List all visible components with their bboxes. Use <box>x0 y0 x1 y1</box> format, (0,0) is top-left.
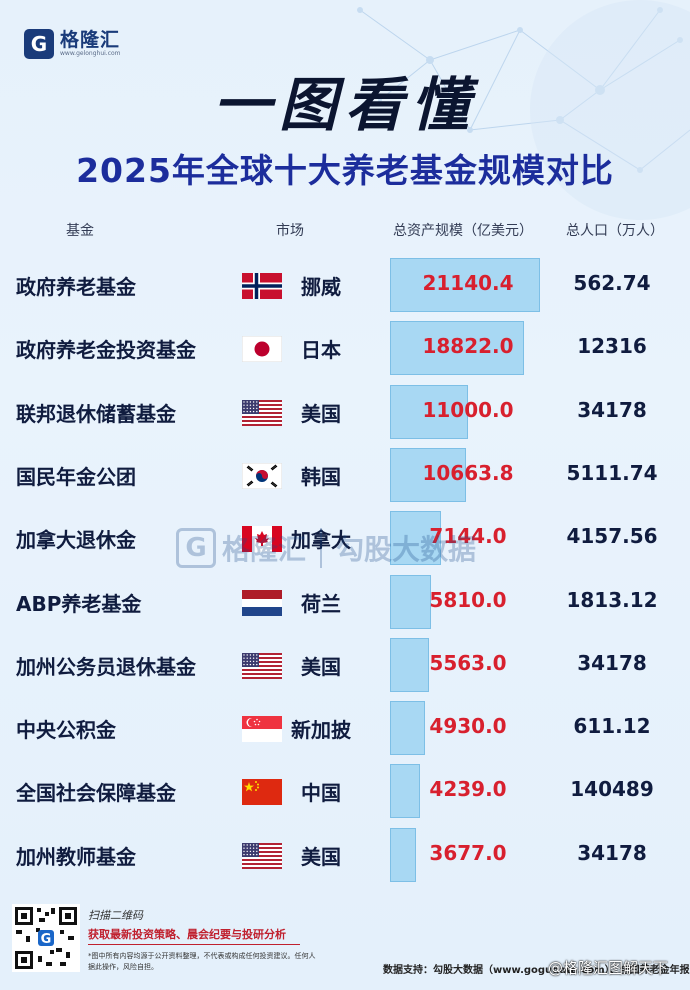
market-name: 日本 <box>301 338 341 363</box>
qr-code-icon: G <box>12 904 80 972</box>
asset-value: 21140.4 <box>422 271 514 295</box>
brand-logo-icon: G <box>24 29 54 59</box>
asset-bar <box>390 321 524 376</box>
chart-title: 2025年全球十大养老基金规模对比 <box>76 151 614 190</box>
disclaimer: *图中所有内容均源于公开资料整理，不代表或构成任何投资建议。任何人据此操作，风险… <box>88 952 316 971</box>
table-row: 国民年金公团 韩国 10663.8 5111.74 <box>0 446 690 506</box>
asset-value: 5563.0 <box>429 650 507 675</box>
table-row: 加州公务员退休基金 美国 5563.0 34178 <box>0 636 690 696</box>
asset-bar <box>390 764 421 819</box>
market-name: 加拿大 <box>284 524 358 553</box>
column-header-population: 总人口（万人） <box>566 223 664 239</box>
table-row: 全国社会保障基金 中国 4239.0 140489 <box>0 762 690 822</box>
norway-flag-icon <box>242 273 282 299</box>
population-value: 4157.56 <box>566 524 658 549</box>
watermark-left: 格隆汇 <box>222 533 307 566</box>
market-name: 中国 <box>301 781 341 806</box>
population-value: 34178 <box>577 650 647 675</box>
fund-name: 加州教师基金 <box>16 844 136 869</box>
svg-text:G: G <box>41 932 52 947</box>
population-value: 1813.12 <box>566 587 658 612</box>
brand-name: 格隆汇 <box>60 29 121 51</box>
usa-flag-icon <box>242 652 282 679</box>
weibo-watermark: @格隆汇图解天下 <box>548 959 669 977</box>
fund-name: 政府养老基金 <box>16 275 136 299</box>
market-name: 荷兰 <box>301 591 341 616</box>
population-value: 34178 <box>577 840 647 865</box>
asset-value: 7144.0 <box>429 524 507 549</box>
slogan: 获取最新投资策略、晨会纪要与投研分析 <box>88 928 286 941</box>
market-name: 挪威 <box>301 275 341 299</box>
usa-flag-icon <box>242 399 282 426</box>
population-value: 611.12 <box>573 714 651 739</box>
population-value: 140489 <box>570 777 654 802</box>
fund-name: 国民年金公团 <box>16 464 136 489</box>
table-row: 加州教师基金 美国 3677.0 34178 <box>0 826 690 886</box>
scan-qr-label: 扫描二维码 <box>88 909 143 922</box>
china-flag-icon <box>242 779 282 806</box>
asset-bar <box>390 511 441 566</box>
table-row: 中央公积金 新加披 4930.0 611.12 <box>0 699 690 759</box>
fund-name: 中央公积金 <box>16 718 116 743</box>
headline: 一图看懂 <box>212 71 477 139</box>
table-row: 联邦退休储蓄基金 美国 11000.0 34178 <box>0 383 690 443</box>
netherlands-flag-icon <box>242 589 282 616</box>
column-header-fund: 基金 <box>66 223 94 239</box>
asset-bar <box>390 384 469 439</box>
asset-value: 18822.0 <box>422 334 514 359</box>
asset-bar <box>390 574 432 629</box>
singapore-flag-icon <box>242 716 282 743</box>
asset-bar <box>390 827 417 882</box>
watermark-right: 勾股大数据 <box>336 533 477 566</box>
asset-value: 3677.0 <box>429 840 507 865</box>
fund-name: ABP养老基金 <box>16 591 142 616</box>
asset-value: 4930.0 <box>429 714 507 739</box>
usa-flag-icon <box>242 842 282 869</box>
watermark-logo-icon: G <box>176 528 216 568</box>
asset-bar <box>390 637 430 692</box>
asset-value: 4239.0 <box>429 777 507 802</box>
fund-name: 加州公务员退休基金 <box>16 654 196 679</box>
population-value: 34178 <box>577 397 647 422</box>
fund-name: 联邦退休储蓄基金 <box>16 401 176 426</box>
canada-flag-icon <box>242 526 282 553</box>
korea-flag-icon <box>241 462 283 490</box>
asset-bar <box>390 258 540 312</box>
data-source: 数据支持：勾股大数据（www.gogudata.com）、全国养老金年报 <box>383 965 690 976</box>
column-header-market: 市场 <box>276 223 304 239</box>
table-row: 政府养老金投资基金 日本 18822.0 12316 <box>0 319 690 379</box>
market-name: 美国 <box>301 844 341 869</box>
brand-logo: G 格隆汇 www.gelonghui.com <box>24 26 121 62</box>
asset-value: 10663.8 <box>422 460 514 485</box>
market-name: 美国 <box>301 401 341 426</box>
asset-value: 11000.0 <box>422 397 514 422</box>
population-value: 12316 <box>577 334 647 359</box>
brand-url: www.gelonghui.com <box>60 50 121 57</box>
fund-name: 政府养老金投资基金 <box>16 338 196 363</box>
table-row: 加拿大退休金 加拿大 7144.0 4157.56 <box>0 509 690 569</box>
population-value: 562.74 <box>573 271 651 295</box>
fund-name: 加拿大退休金 <box>16 528 136 553</box>
japan-flag-icon <box>241 335 283 363</box>
column-header-assets: 总资产规模（亿美元） <box>393 223 533 239</box>
asset-bar <box>390 447 466 502</box>
table-row: 政府养老基金 挪威 21140.4 562.74 <box>0 256 690 316</box>
market-name: 新加披 <box>291 718 351 743</box>
market-name: 美国 <box>301 654 341 679</box>
table-row: ABP养老基金 荷兰 5810.0 1813.12 <box>0 573 690 633</box>
watermark: G 格隆汇 勾股大数据 <box>176 528 476 568</box>
fund-name: 全国社会保障基金 <box>16 781 176 806</box>
population-value: 5111.74 <box>566 460 658 485</box>
asset-value: 5810.0 <box>429 587 507 612</box>
market-name: 韩国 <box>301 464 341 489</box>
asset-bar <box>390 701 425 756</box>
